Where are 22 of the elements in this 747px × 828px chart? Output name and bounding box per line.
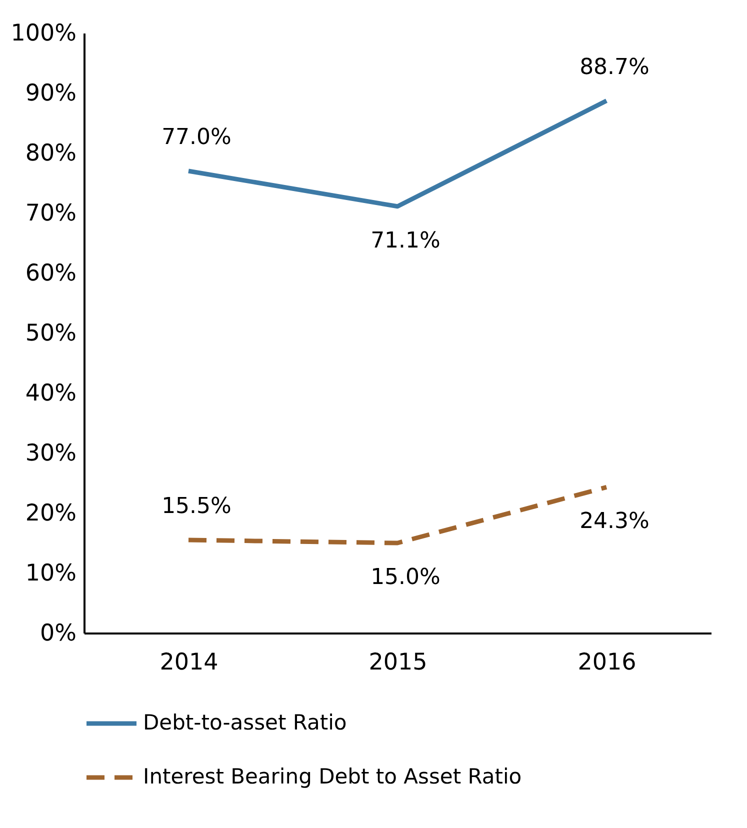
- y-tick-label: 10%: [25, 560, 76, 586]
- y-tick-label: 20%: [25, 500, 76, 526]
- x-tick-label: 2014: [160, 650, 218, 676]
- y-tick-label: 0%: [40, 620, 76, 646]
- data-label: 15.0%: [370, 565, 440, 590]
- data-label: 77.0%: [162, 125, 232, 150]
- y-tick-label: 40%: [25, 380, 76, 406]
- y-tick-label: 60%: [25, 260, 76, 286]
- legend-label: Interest Bearing Debt to Asset Ratio: [143, 764, 522, 788]
- y-tick-label: 80%: [25, 140, 76, 166]
- data-label: 24.3%: [580, 509, 650, 534]
- y-tick-label: 70%: [25, 200, 76, 226]
- y-tick-label: 90%: [25, 80, 76, 106]
- x-tick-label: 2016: [578, 650, 636, 676]
- y-tick-label: 50%: [25, 320, 76, 346]
- data-label: 88.7%: [580, 54, 650, 80]
- y-tick-label: 30%: [25, 440, 76, 466]
- data-label: 71.1%: [370, 228, 440, 254]
- x-tick-label: 2015: [368, 650, 428, 676]
- legend-label: Debt-to-asset Ratio: [143, 710, 347, 734]
- y-tick-label: 100%: [10, 20, 76, 46]
- data-label: 15.5%: [162, 494, 232, 519]
